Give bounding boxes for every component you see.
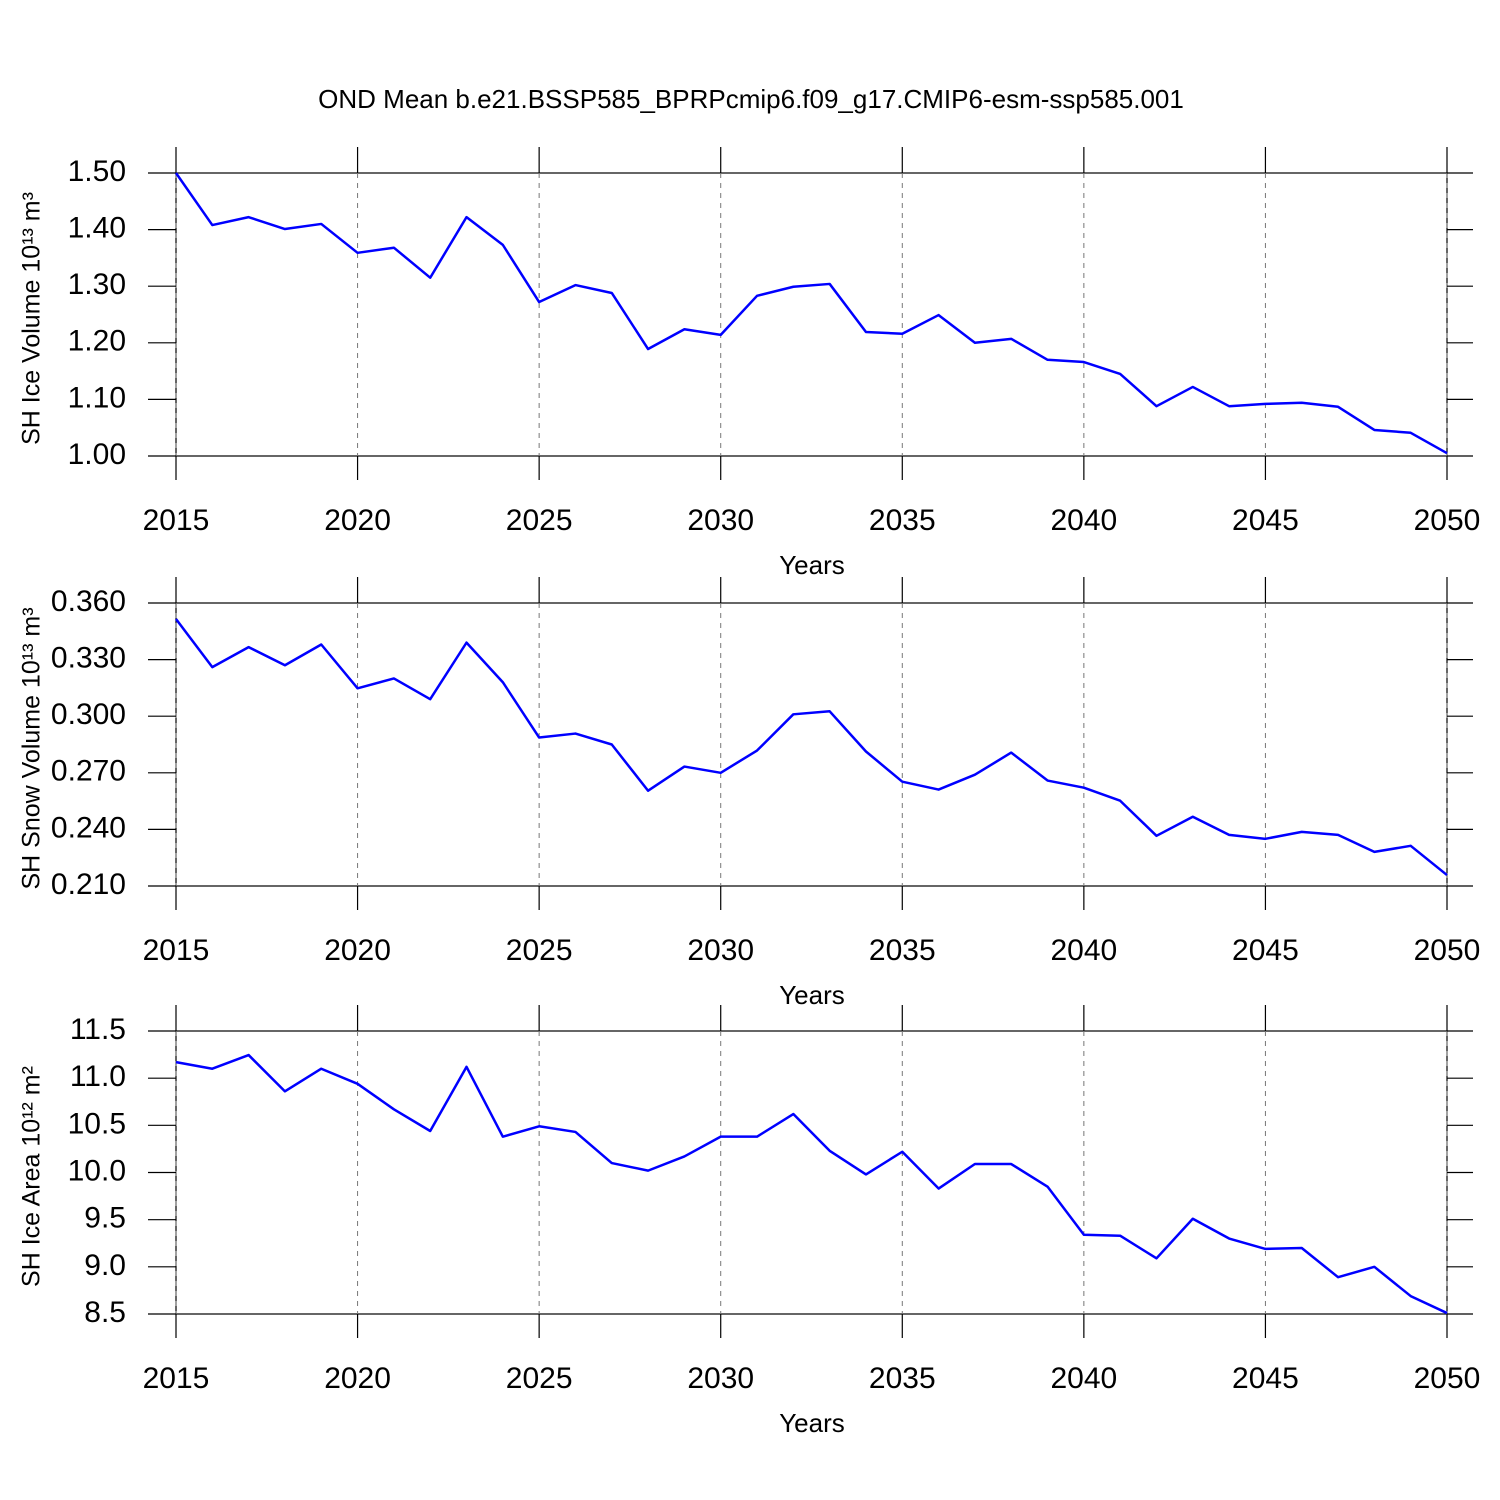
x-tick-label: 2045: [1232, 934, 1299, 967]
x-tick-label: 2020: [324, 1362, 391, 1395]
x-tick-label: 2015: [143, 934, 210, 967]
x-tick-label: 2040: [1050, 934, 1117, 967]
x-axis-label: Years: [779, 1408, 845, 1438]
y-tick-label: 8.5: [84, 1296, 126, 1329]
x-axis-label: Years: [779, 980, 845, 1010]
x-tick-label: 2050: [1414, 1362, 1481, 1395]
x-tick-label: 2025: [506, 1362, 573, 1395]
y-tick-label: 0.330: [51, 642, 126, 675]
x-tick-label: 2025: [506, 504, 573, 537]
y-tick-label: 0.300: [51, 698, 126, 731]
y-tick-label: 0.210: [51, 868, 126, 901]
y-tick-label: 11.5: [70, 1013, 126, 1046]
y-tick-label: 9.5: [84, 1202, 126, 1235]
data-line: [175, 1053, 1448, 1315]
y-tick-label: 10.0: [68, 1154, 126, 1187]
y-tick-label: 0.360: [51, 585, 126, 618]
x-tick-label: 2030: [687, 934, 754, 967]
x-tick-label: 2015: [143, 1362, 210, 1395]
x-tick-label: 2025: [506, 934, 573, 967]
y-tick-label: 10.5: [68, 1107, 126, 1140]
x-tick-label: 2045: [1232, 1362, 1299, 1395]
y-axis-label: SH Ice Area 10¹² m²: [18, 1066, 46, 1287]
x-tick-label: 2015: [143, 504, 210, 537]
y-tick-label: 1.50: [68, 155, 126, 188]
x-tick-label: 2020: [324, 934, 391, 967]
x-tick-label: 2035: [869, 1362, 936, 1395]
data-line: [175, 618, 1448, 877]
x-tick-label: 2030: [687, 1362, 754, 1395]
x-tick-label: 2030: [687, 504, 754, 537]
y-tick-label: 11.0: [70, 1060, 126, 1093]
data-line: [174, 172, 1448, 455]
x-tick-label: 2045: [1232, 504, 1299, 537]
x-tick-label: 2035: [869, 504, 936, 537]
y-tick-label: 9.0: [84, 1249, 126, 1282]
x-tick-label: 2050: [1414, 934, 1481, 967]
y-axis-label: SH Snow Volume 10¹³ m³: [18, 607, 46, 889]
y-axis-label: SH Ice Volume 10¹³ m³: [18, 192, 46, 445]
x-tick-label: 2035: [869, 934, 936, 967]
x-tick-label: 2020: [324, 504, 391, 537]
figure-title: OND Mean b.e21.BSSP585_BPRPcmip6.f09_g17…: [318, 84, 1184, 114]
y-tick-label: 1.30: [68, 268, 126, 301]
y-tick-label: 1.20: [68, 325, 126, 358]
y-tick-label: 1.40: [68, 212, 126, 245]
x-tick-label: 2040: [1050, 1362, 1117, 1395]
y-tick-label: 1.00: [68, 438, 126, 471]
y-tick-label: 1.10: [68, 381, 126, 414]
y-tick-label: 0.240: [51, 811, 126, 844]
x-axis-label: Years: [779, 550, 845, 580]
x-tick-label: 2040: [1050, 504, 1117, 537]
y-tick-label: 0.270: [51, 755, 126, 788]
x-tick-label: 2050: [1414, 504, 1481, 537]
